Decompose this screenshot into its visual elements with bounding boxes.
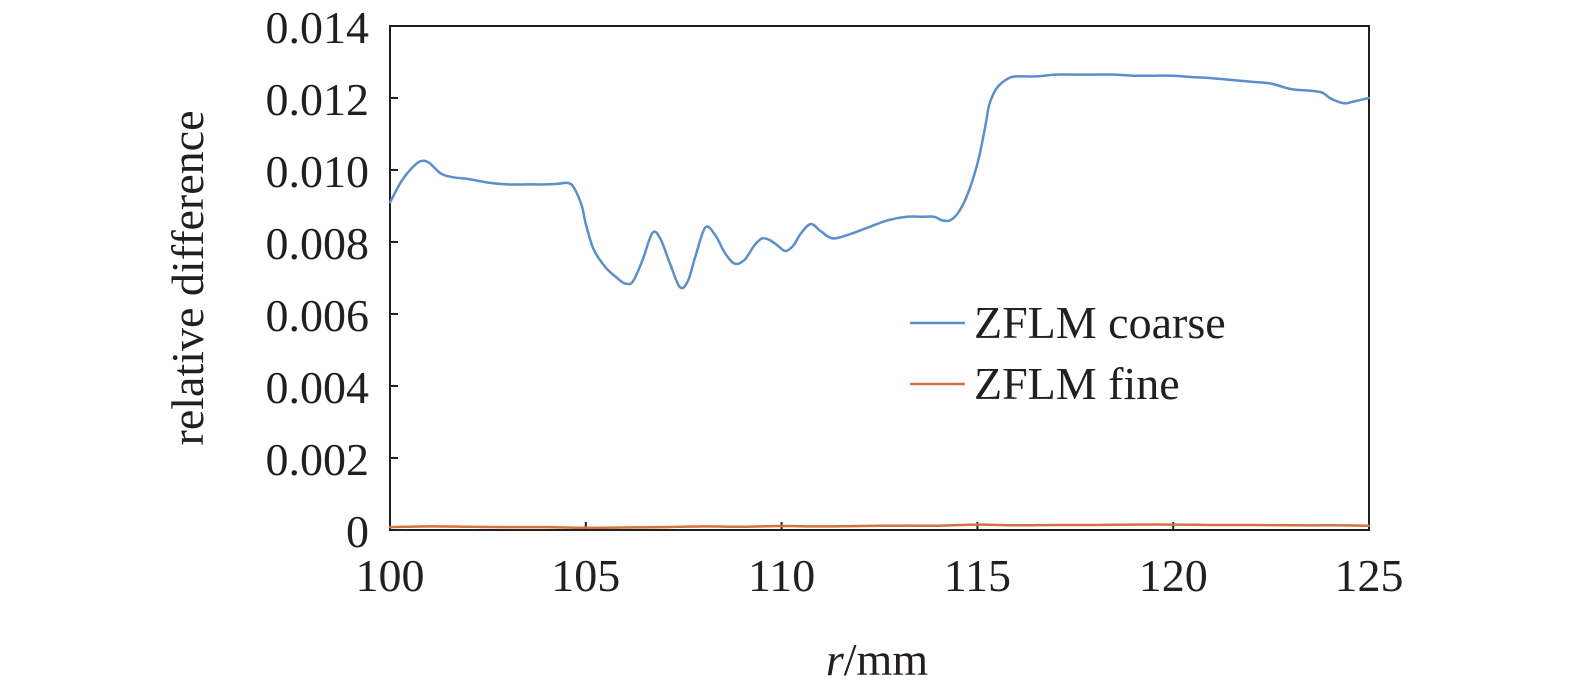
series-layer: [388, 73, 1371, 530]
y-axis-ticks: [390, 25, 398, 531]
y-tick-label: 0.012: [266, 74, 370, 125]
x-axis-tick-labels: 100 105 110 115 120 125: [356, 550, 1404, 601]
legend-label-coarse: ZFLM coarse: [974, 297, 1226, 348]
x-axis-title-symbol: r: [826, 634, 845, 685]
y-axis-tick-labels: 0 0.002 0.004 0.006 0.008 0.010 0.012 0.014: [266, 2, 370, 557]
x-tick-label: 115: [944, 550, 1011, 601]
series-line-zflm-coarse: [388, 73, 1371, 290]
x-tick-label: 125: [1335, 550, 1404, 601]
y-axis-title: relative difference: [162, 111, 213, 446]
x-tick-label: 110: [748, 550, 815, 601]
plot-area: [388, 25, 1371, 531]
x-tick-label: 120: [1139, 550, 1208, 601]
x-axis-title: r/mm: [826, 634, 928, 685]
y-tick-label: 0.002: [266, 434, 370, 485]
x-axis-title-unit: /mm: [844, 634, 929, 685]
y-tick-label: 0.006: [266, 290, 370, 341]
legend: ZFLM coarse ZFLM fine: [910, 297, 1226, 409]
y-tick-label: 0.010: [266, 146, 370, 197]
x-tick-label: 105: [551, 550, 620, 601]
x-tick-label: 100: [356, 550, 425, 601]
plot-frame: [389, 25, 1370, 531]
y-tick-label: 0: [346, 506, 369, 557]
legend-label-fine: ZFLM fine: [974, 358, 1180, 409]
y-tick-label: 0.008: [266, 218, 370, 269]
series-line-zflm-fine: [388, 523, 1371, 530]
y-tick-label: 0.004: [266, 362, 370, 413]
y-tick-label: 0.014: [266, 2, 370, 53]
